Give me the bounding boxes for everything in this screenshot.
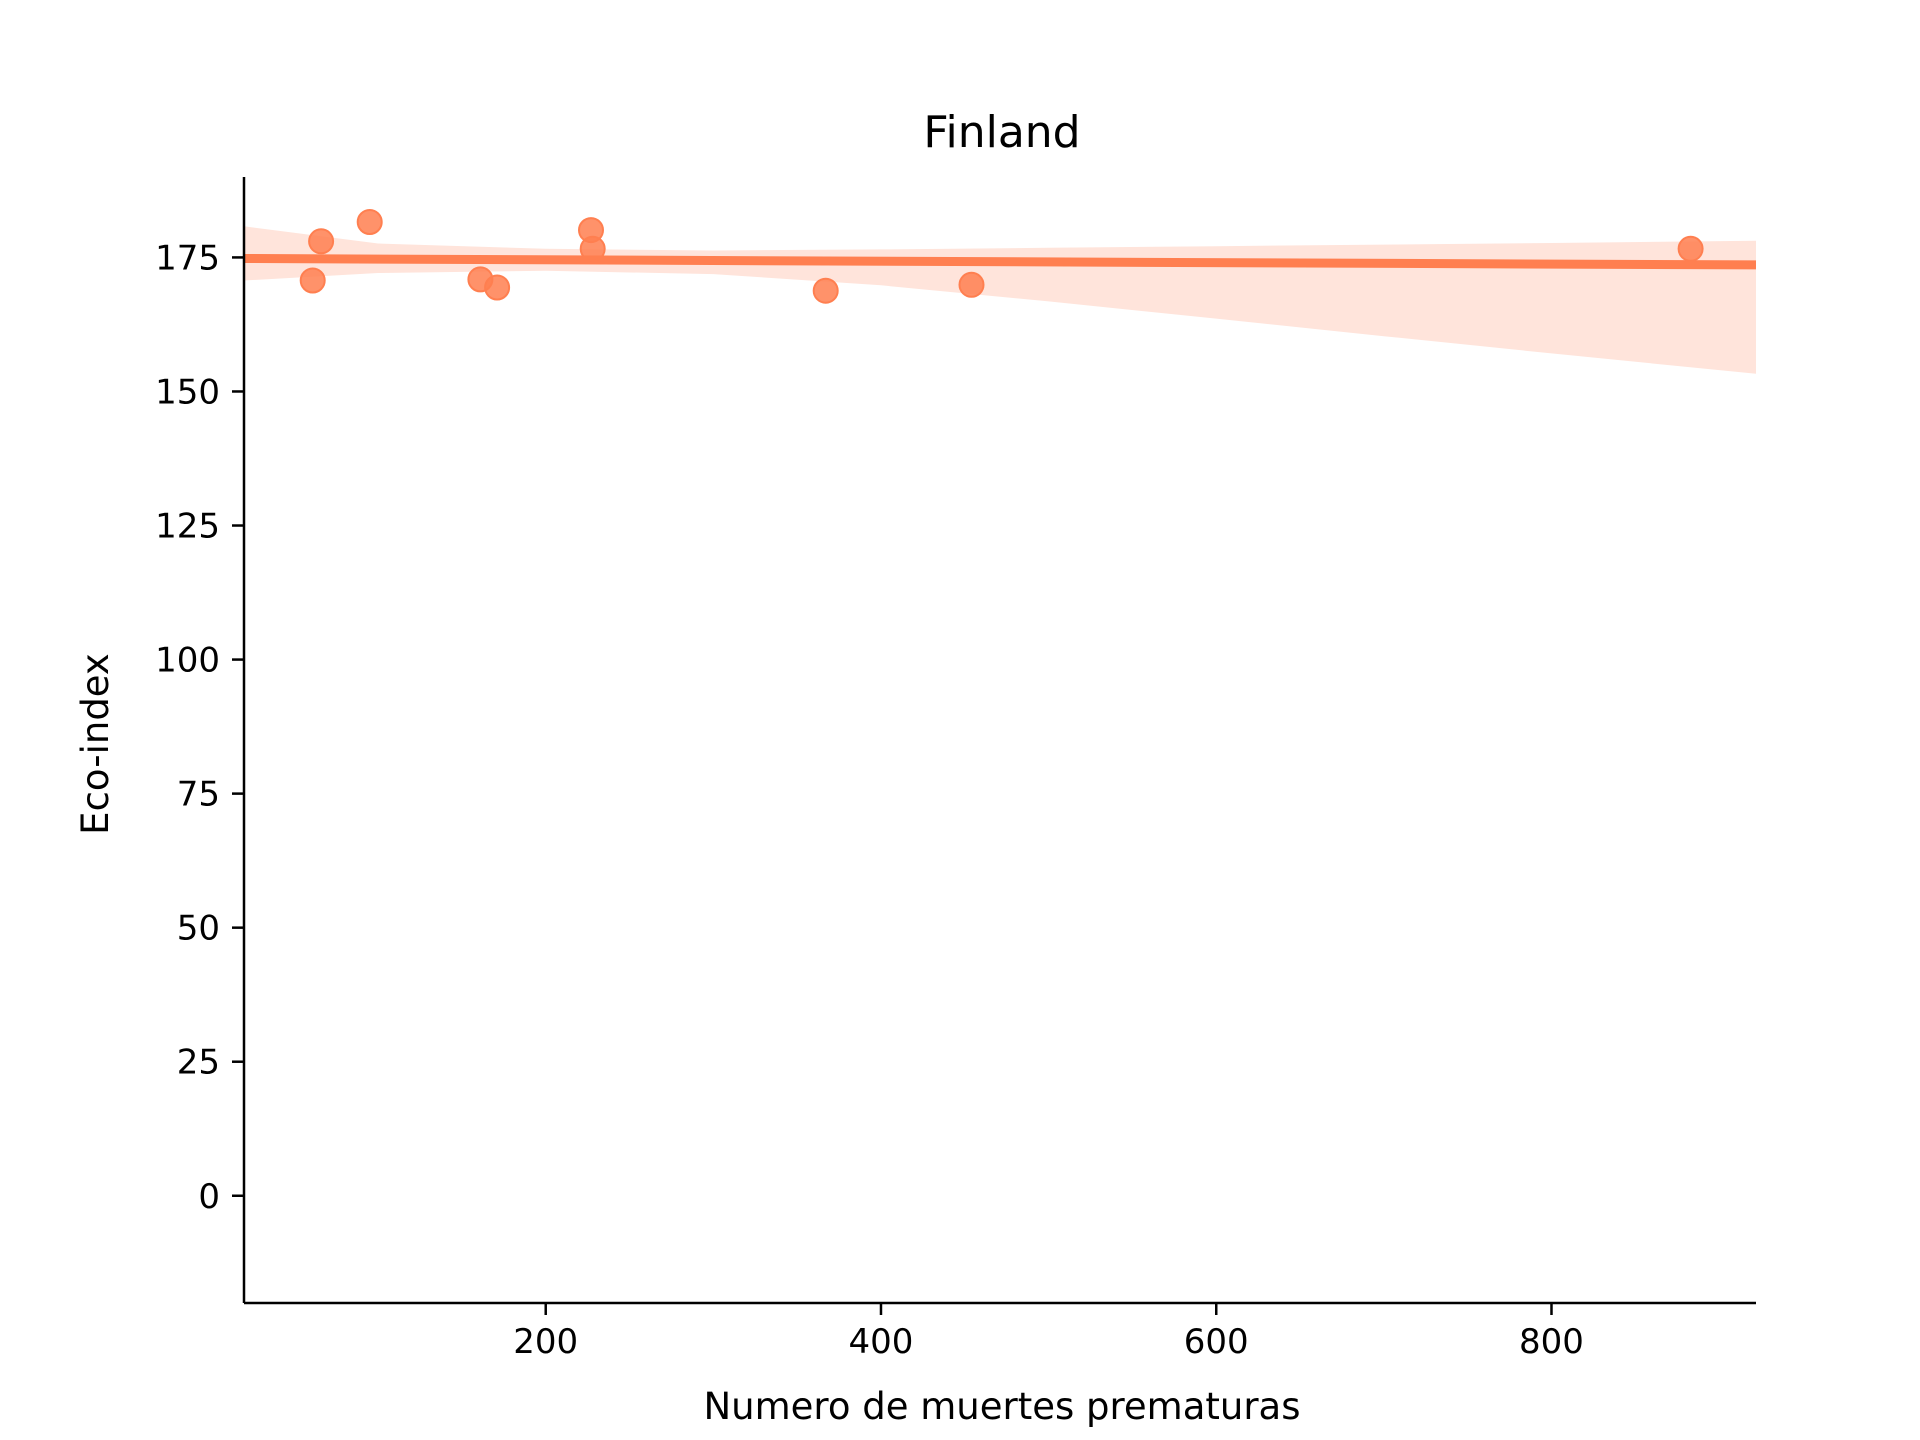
confidence-band-layer bbox=[244, 226, 1756, 374]
x-tick-label: 400 bbox=[849, 1322, 914, 1362]
data-point bbox=[308, 228, 335, 255]
data-point bbox=[812, 277, 839, 304]
data-point bbox=[1677, 235, 1704, 262]
x-tick-label: 800 bbox=[1519, 1322, 1584, 1362]
x-tick-label: 600 bbox=[1184, 1322, 1249, 1362]
y-tick-label: 175 bbox=[155, 238, 220, 278]
data-point bbox=[958, 271, 985, 298]
confidence-band bbox=[244, 226, 1756, 374]
x-axis-title: Numero de muertes prematuras bbox=[703, 1385, 1300, 1428]
y-axis-title: Eco-index bbox=[74, 653, 117, 835]
data-point bbox=[579, 235, 606, 262]
y-tick-label: 50 bbox=[177, 909, 220, 949]
data-point bbox=[484, 274, 511, 301]
data-point bbox=[299, 267, 326, 294]
regression-line bbox=[243, 254, 1757, 270]
data-points-layer bbox=[299, 209, 1704, 304]
y-tick-label: 25 bbox=[177, 1043, 220, 1083]
y-tick-label: 150 bbox=[155, 372, 220, 412]
data-point bbox=[356, 209, 383, 235]
y-tick-label: 75 bbox=[177, 775, 220, 815]
axes-layer: 0 25 50 75 100 125 150 175 200 400 600 800 bbox=[155, 177, 1756, 1362]
y-tick-label: 125 bbox=[155, 507, 220, 547]
chart-title: Finland bbox=[923, 107, 1080, 158]
y-tick-label: 0 bbox=[198, 1177, 220, 1217]
x-tick-label: 200 bbox=[513, 1322, 578, 1362]
y-tick-label: 100 bbox=[155, 641, 220, 681]
regression-line-layer bbox=[243, 254, 1757, 270]
